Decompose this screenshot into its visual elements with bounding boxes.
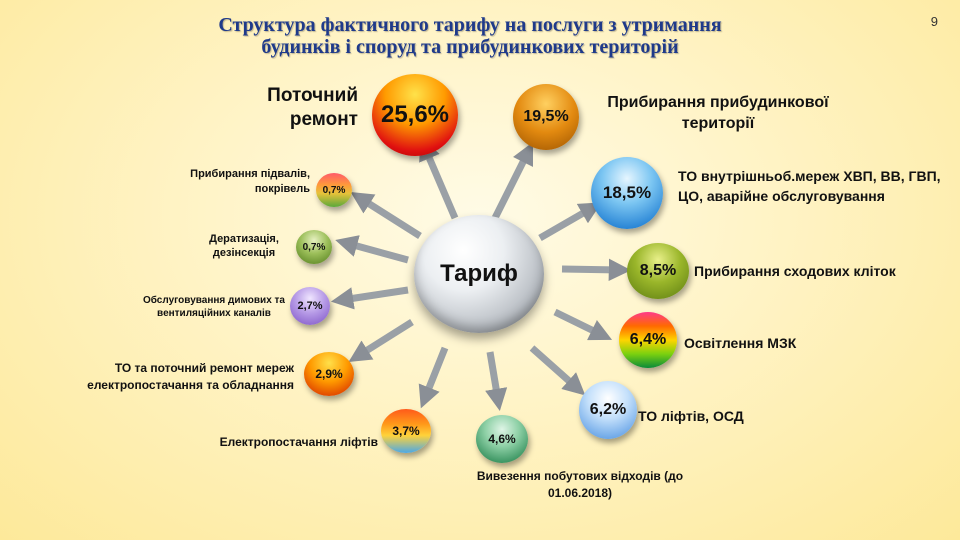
ball-item-1: 19,5% [513,84,579,150]
label-item-10: Дератизація, дезінсекція [209,233,279,259]
arrow-to-item-8 [348,319,414,362]
tariff-hub: Тариф [414,215,544,333]
ball-item-4: 6,4% [619,312,677,368]
value-item-2: 18,5% [602,183,652,202]
ball-item-8: 2,9% [304,352,354,396]
value-item-4: 6,4% [629,331,667,348]
label-item-1: Прибирання прибудинкової території [607,94,829,132]
slide-title: Структура фактичного тарифу на послуги з… [130,14,810,58]
ball-item-0: 25,6% [372,74,458,156]
arrow-to-item-6 [485,351,508,412]
label-item-0: Поточний ремонт [267,85,358,130]
ball-item-2: 18,5% [591,157,663,229]
ball-item-10: 0,7% [296,230,332,264]
arrow-to-item-9 [330,286,409,310]
value-item-11: 0,7% [322,184,346,196]
label-item-3: Прибирання сходових кліток [694,263,896,279]
title-line-2: будинків і споруд та прибудинкових терит… [261,36,679,58]
label-item-4: Освітлення МЗК [684,335,797,351]
ball-item-6: 4,6% [476,415,528,463]
ball-item-9: 2,7% [290,287,330,325]
value-item-7: 3,7% [392,424,420,438]
arrow-to-item-1 [491,141,534,220]
value-item-9: 2,7% [297,300,323,312]
value-item-0: 25,6% [380,101,450,128]
label-item-6: Вивезення побутових відходів (до 01.06.2… [476,469,684,500]
value-item-3: 8,5% [639,262,677,279]
ball-item-7: 3,7% [381,409,431,453]
arrow-to-item-2 [538,202,602,242]
arrow-to-item-4 [553,308,613,341]
label-item-8: ТО та поточний ремонт мереж електропоста… [87,361,294,392]
label-item-2: ТО внутрішньоб.мереж ХВП, ВВ, ГВП, ЦО, а… [678,168,941,204]
ball-item-11: 0,7% [316,173,352,207]
label-item-7: Електропостачання ліфтів [219,435,378,449]
value-item-8: 2,9% [315,367,343,381]
label-item-11: Прибирання підвалів, покрівель [190,168,310,195]
page-number: 9 [930,14,938,29]
hub-label: Тариф [440,260,518,287]
label-item-9: Обслуговування димових та вентиляційних … [142,295,285,319]
value-item-10: 0,7% [302,241,326,253]
ball-item-5: 6,2% [579,381,637,439]
arrow-to-item-0 [419,137,459,220]
value-item-1: 19,5% [523,108,569,125]
arrow-to-item-3 [561,258,632,282]
label-item-5: ТО ліфтів, ОСД [638,408,744,424]
ball-item-3: 8,5% [627,243,689,299]
value-item-6: 4,6% [488,432,516,446]
arrow-to-item-5 [529,345,586,396]
value-item-5: 6,2% [589,401,627,418]
arrow-to-item-11 [350,192,422,239]
arrow-to-item-10 [335,235,409,264]
arrow-to-item-7 [418,346,449,409]
title-line-1: Структура фактичного тарифу на послуги з… [218,14,722,36]
